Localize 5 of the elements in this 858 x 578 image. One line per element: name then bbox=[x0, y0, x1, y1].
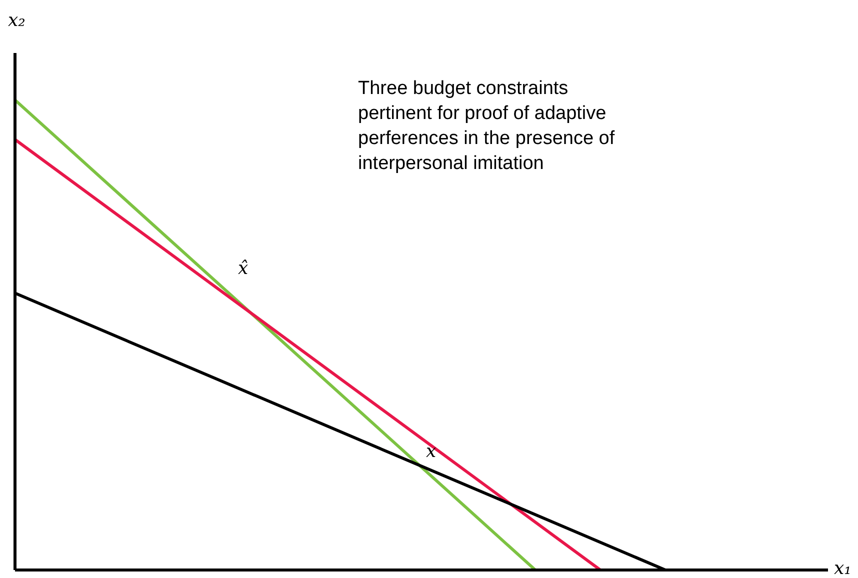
annotation: x̂ bbox=[238, 258, 248, 279]
y-axis-title: x₂ bbox=[8, 10, 26, 31]
text: Three budget constraints pertinent for proof of adaptive perferences in the presence of interpersonal imitation bbox=[358, 77, 616, 176]
x-axis-title: x₁ bbox=[834, 558, 852, 578]
annotation: x bbox=[426, 441, 436, 462]
